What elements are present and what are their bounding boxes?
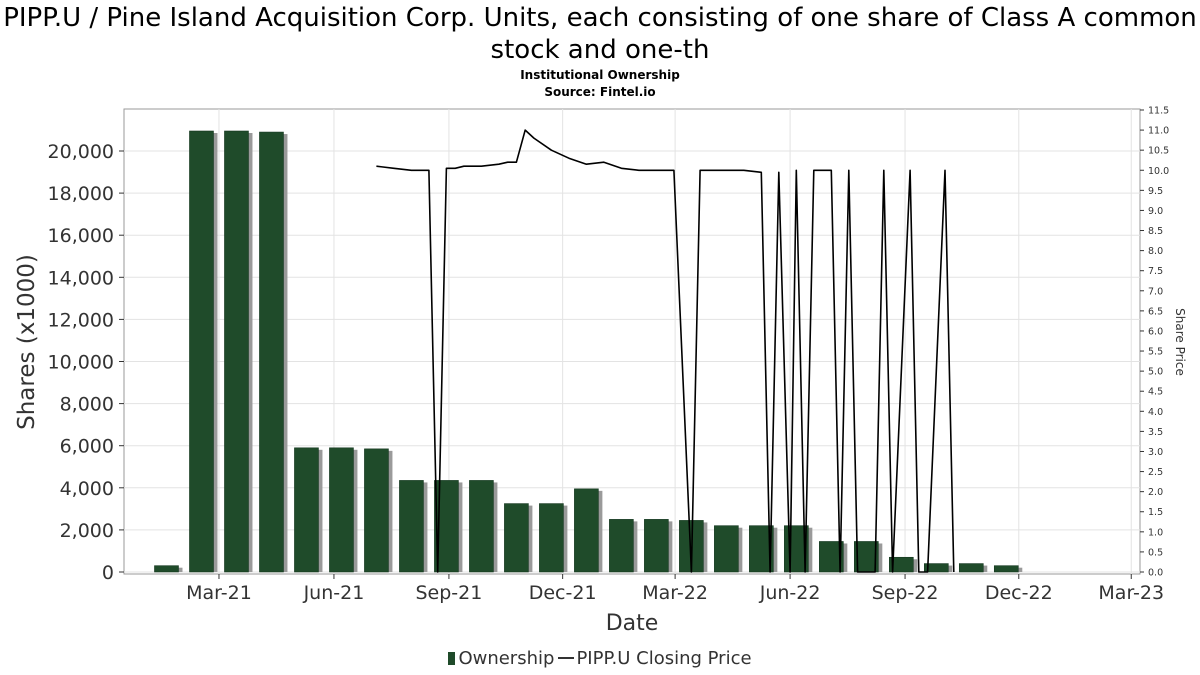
ownership-bar xyxy=(399,480,424,573)
ownership-bar xyxy=(154,565,179,573)
ownership-bar xyxy=(189,130,214,573)
ownership-bar xyxy=(469,480,494,573)
ownership-bar xyxy=(714,525,739,573)
y2-tick-label: 9.5 xyxy=(1148,186,1163,197)
y-tick-label: 20,000 xyxy=(48,141,114,163)
ownership-bar xyxy=(364,448,389,573)
ownership-bar xyxy=(958,563,984,573)
ownership-legend-swatch xyxy=(448,652,456,665)
ownership-bar xyxy=(294,447,319,573)
y2-tick-label: 0.0 xyxy=(1148,568,1163,579)
y2-tick-label: 1.5 xyxy=(1148,507,1163,518)
y2-tick-label: 4.0 xyxy=(1148,407,1163,418)
y-tick-label: 10,000 xyxy=(48,352,114,374)
ownership-bar xyxy=(259,131,284,573)
y-tick-label: 18,000 xyxy=(48,183,114,205)
y-axis-ticks: 0 2,000 4,000 6,000 8,000 10,000 12,000 14,000 1… xyxy=(48,141,124,584)
ownership-bar xyxy=(854,541,879,573)
y2-tick-label: 4.5 xyxy=(1148,387,1163,398)
y2-tick-label: 11.5 xyxy=(1148,106,1169,117)
chart-legend: Ownership PIPP.U Closing Price xyxy=(0,648,1200,669)
y-tick-label: 14,000 xyxy=(48,267,114,289)
price-line xyxy=(376,129,955,573)
x-tick-label: Jun-21 xyxy=(303,582,365,604)
y-tick-label: 6,000 xyxy=(60,436,114,458)
y2-tick-label: 3.0 xyxy=(1148,447,1163,458)
y-axis-label: Shares (x1000) xyxy=(14,254,40,430)
plot-area-frame xyxy=(123,108,1141,575)
y2-tick-label: 7.5 xyxy=(1148,266,1163,277)
x-tick-label: Sep-21 xyxy=(415,582,482,604)
y-tick-label: 0 xyxy=(102,562,114,584)
ownership-bar xyxy=(924,563,949,573)
y2-tick-label: 6.0 xyxy=(1148,326,1163,337)
ownership-bar xyxy=(329,447,354,573)
ownership-bar xyxy=(539,503,564,573)
chart-source: Source: Fintel.io xyxy=(544,85,656,99)
x-axis-ticks: Mar-21 Jun-21 Sep-21 Dec-21 Mar-22 Jun-22 Sep-… xyxy=(186,574,1164,604)
x-tick-label: Jun-22 xyxy=(759,582,821,604)
x-tick-label: Mar-21 xyxy=(186,582,252,604)
x-tick-label: Mar-22 xyxy=(642,582,708,604)
y2-tick-label: 8.0 xyxy=(1148,246,1163,257)
ownership-bars xyxy=(154,130,1023,573)
y2-tick-label: 3.5 xyxy=(1148,427,1163,438)
ownership-bar xyxy=(993,565,1019,573)
x-tick-label: Dec-22 xyxy=(985,582,1053,604)
y-tick-label: 16,000 xyxy=(48,225,114,247)
x-tick-label: Dec-21 xyxy=(529,582,597,604)
y-tick-label: 12,000 xyxy=(48,309,114,331)
price-line-group xyxy=(376,129,955,573)
y2-tick-label: 1.0 xyxy=(1148,527,1163,538)
y2-tick-label: 9.0 xyxy=(1148,206,1163,217)
y2-tick-label: 11.0 xyxy=(1148,126,1169,137)
y2-tick-label: 8.5 xyxy=(1148,226,1163,237)
y2-tick-label: 10.5 xyxy=(1148,146,1169,157)
ownership-bar xyxy=(224,130,249,573)
y2-tick-label: 5.5 xyxy=(1148,347,1163,358)
x-tick-label: Sep-22 xyxy=(872,582,939,604)
legend-price-label: PIPP.U Closing Price xyxy=(576,648,752,669)
ownership-bar xyxy=(889,556,914,573)
y2-tick-label: 0.5 xyxy=(1148,547,1163,558)
x-axis-label: Date xyxy=(606,611,659,636)
y2-axis-ticks: 0.0 0.5 1.0 1.5 2.0 2.5 3.0 3.5 4.0 4.5 5.0 5.5 6.0 6… xyxy=(1140,106,1169,579)
y-tick-label: 4,000 xyxy=(60,478,114,500)
ownership-bar xyxy=(504,503,529,573)
chart-title: PIPP.U / Pine Island Acquisition Corp. U… xyxy=(3,3,1197,65)
ownership-bar xyxy=(609,519,634,573)
ownership-bar xyxy=(644,519,669,573)
y2-tick-label: 2.0 xyxy=(1148,487,1163,498)
y-tick-label: 2,000 xyxy=(60,520,114,542)
y2-tick-label: 2.5 xyxy=(1148,467,1163,478)
price-legend-line xyxy=(558,657,575,659)
y2-tick-label: 10.0 xyxy=(1148,166,1169,177)
y-tick-label: 8,000 xyxy=(60,394,114,416)
y2-tick-label: 6.5 xyxy=(1148,306,1163,317)
chart-subtitle: Institutional Ownership xyxy=(520,68,680,82)
y2-tick-label: 7.0 xyxy=(1148,286,1163,297)
ownership-bar xyxy=(574,488,599,573)
legend-ownership-label: Ownership xyxy=(458,648,555,669)
y2-axis-label: Share Price xyxy=(1173,308,1187,376)
y2-tick-label: 5.0 xyxy=(1148,367,1163,378)
x-tick-label: Mar-23 xyxy=(1098,582,1164,604)
